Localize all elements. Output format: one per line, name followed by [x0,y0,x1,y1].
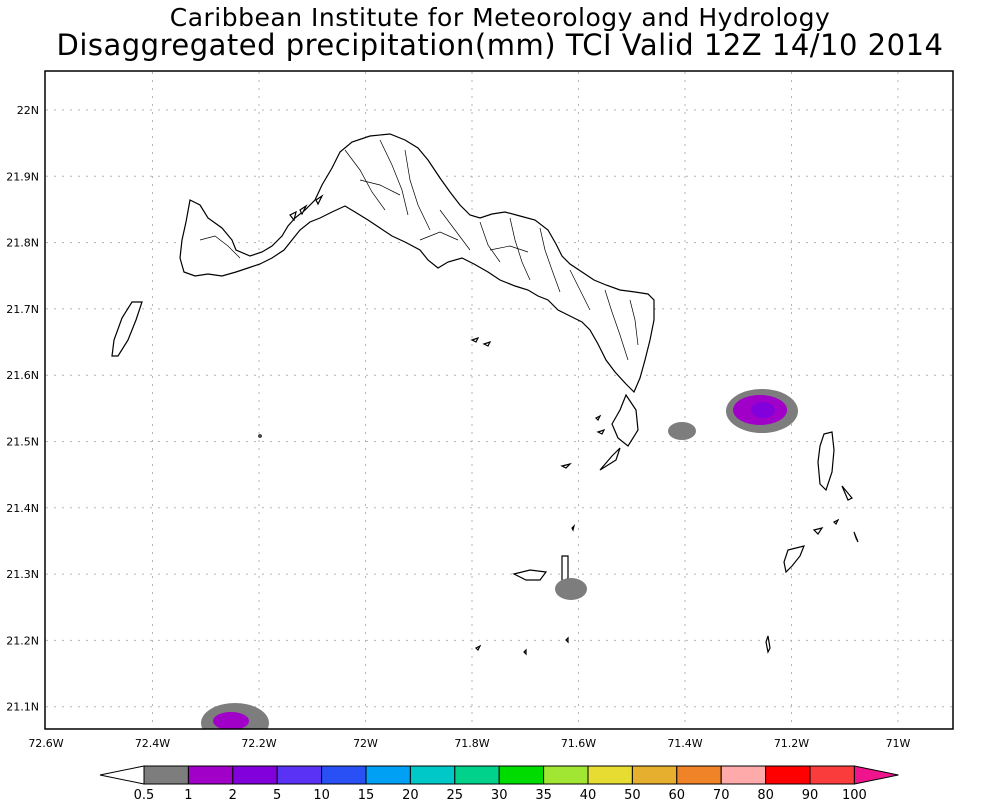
colorbar-swatch [409,765,456,785]
island-south-cay [512,569,548,581]
colorbar-label: 0.5 [134,788,155,800]
lon-tick-label: 71.8W [454,737,489,750]
map-frame [44,70,954,730]
colorbar-label: 60 [669,788,686,800]
colorbar-label: 20 [402,788,419,800]
lon-tick-label: 72.6W [28,737,63,750]
colorbar-label: 1 [184,788,192,800]
islet-caicos-tip [599,447,621,471]
lat-tick-label: 21.2N [6,634,39,647]
colorbar-swatch [809,765,855,785]
colorbar-swatch [676,765,722,785]
island-west-caicos [111,301,143,357]
island-grand-turk [817,431,835,492]
lat-tick-label: 22N [17,104,39,117]
lat-tick-label: 21.1N [6,701,39,714]
island-caicos-main [179,133,655,394]
colorbar-label: 100 [842,788,867,800]
lon-tick-label: 72W [353,737,378,750]
lon-tick-label: 72.4W [135,737,170,750]
colorbar-swatch [498,765,545,785]
colorbar-label: 15 [358,788,375,800]
lon-tick-label: 72.2W [241,737,276,750]
colorbar-label: 35 [535,788,552,800]
colorbar-label: 80 [757,788,774,800]
island-salt-cay [783,545,805,574]
latitude-labels: 22N 21.9N 21.8N 21.7N 21.6N 21.5N 21.4N 21.3N 21… [6,104,39,714]
lat-tick-label: 21.6N [6,369,39,382]
colorbar [99,765,899,785]
colorbar-swatch [187,765,234,785]
title-institute: Caribbean Institute for Meteorology and … [169,3,831,32]
colorbar-label: 30 [491,788,508,800]
colorbar-label: 10 [313,788,330,800]
colorbar-swatch [365,765,411,785]
colorbar-swatch [321,765,367,785]
precip-cell-south [555,578,587,600]
colorbar-swatch [765,765,811,785]
colorbar-swatch [232,765,278,785]
precip-cell-southwest-core [213,712,249,730]
coastlines [111,133,859,656]
colorbar-swatch [587,765,633,785]
colorbar-swatch [543,765,589,785]
colorbar-labels: 0.5 1 2 5 10 15 20 25 30 35 40 50 60 70 80 90 100 [134,788,867,800]
colorbar-swatch [720,765,767,785]
lat-tick-label: 21.7N [6,303,39,316]
island-caicos-south-spur [611,393,639,447]
colorbar-swatch [454,765,500,785]
longitude-labels: 72.6W 72.4W 72.2W 72W 71.8W 71.6W 71.4W 71.2W 71… [28,737,910,750]
precipitation-contours [201,389,798,743]
colorbar-swatch [276,765,323,785]
colorbar-swatch [631,765,678,785]
colorbar-label: 25 [447,788,464,800]
islet-south-caicos-bar [561,555,569,586]
lon-tick-label: 71.4W [667,737,702,750]
colorbar-label: 70 [713,788,730,800]
map-grid [46,72,952,728]
lat-tick-label: 21.3N [6,568,39,581]
lat-tick-label: 21.8N [6,237,39,250]
colorbar-swatch [143,765,189,785]
lon-tick-label: 71.6W [561,737,596,750]
lat-tick-label: 21.4N [6,502,39,515]
colorbar-label: 90 [802,788,819,800]
colorbar-label: 50 [624,788,641,800]
lon-tick-label: 71W [886,737,911,750]
lat-tick-label: 21.9N [6,170,39,183]
colorbar-over-triangle [853,765,899,785]
colorbar-label: 40 [580,788,597,800]
title-product: Disaggregated precipitation(mm) TCI Vali… [56,28,944,62]
lon-tick-label: 71.2W [774,737,809,750]
precip-cell-east-core [751,402,775,418]
colorbar-label: 5 [273,788,281,800]
precip-cell-center-east [668,422,696,440]
lat-tick-label: 21.5N [6,436,39,449]
colorbar-label: 2 [229,788,237,800]
